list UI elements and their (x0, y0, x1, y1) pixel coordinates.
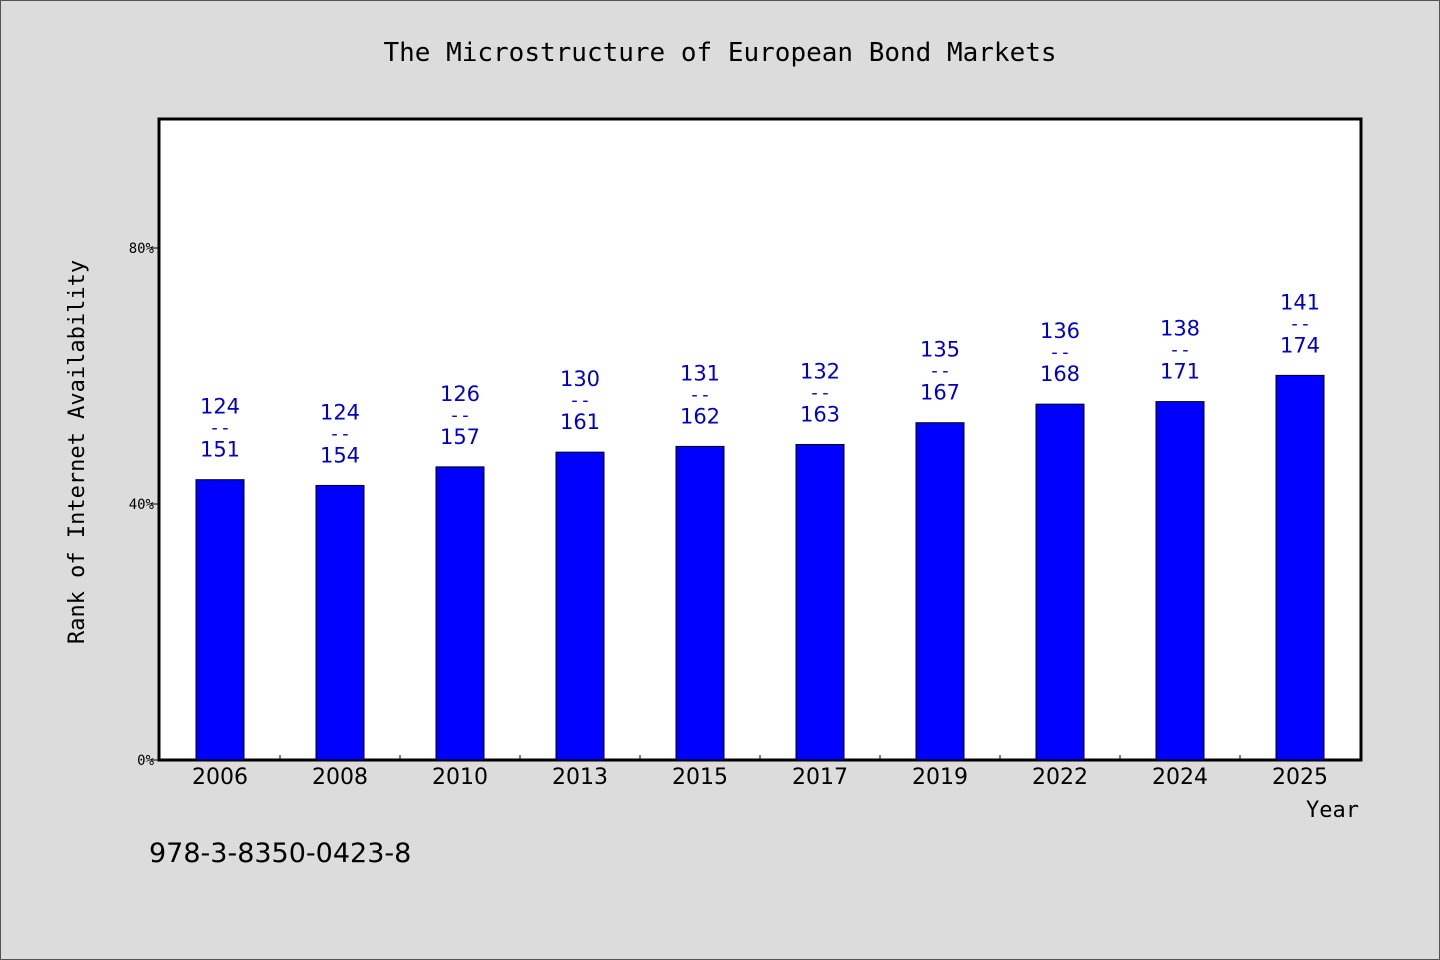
bar-label-bottom: 151 (200, 438, 240, 462)
bar-label-bottom: 163 (800, 402, 840, 426)
bar-label-top: 141 (1280, 290, 1320, 314)
x-tick-label: 2015 (672, 765, 728, 790)
bar-label-top: 126 (440, 382, 480, 406)
bar-2006 (195, 479, 245, 761)
bar-label-top: 124 (320, 400, 360, 424)
x-tick-label: 2013 (552, 765, 608, 790)
bar-2019 (915, 422, 965, 761)
bar-label-top: 138 (1160, 317, 1200, 341)
bar-2022 (1035, 403, 1085, 761)
bar-label-sep: -- (1049, 342, 1071, 363)
y-ticks-group: 0% 40% 80% (129, 241, 160, 769)
y-tick-label: 0% (137, 753, 154, 769)
bar-label-top: 136 (1040, 319, 1080, 343)
bar-2008 (315, 484, 365, 761)
bar-label-top: 132 (800, 359, 840, 383)
bar-label-bottom: 154 (320, 443, 360, 467)
bar-label-sep: -- (449, 405, 471, 426)
bar-2015 (675, 445, 725, 761)
bar-label-top: 130 (560, 367, 600, 391)
bar-label-sep: -- (689, 384, 711, 405)
x-tick-label: 2019 (912, 765, 968, 790)
bar-label-sep: -- (809, 382, 831, 403)
x-tick-label: 2025 (1272, 765, 1328, 790)
bars-group (195, 374, 1325, 761)
bar-2017 (795, 443, 845, 761)
x-tick-label: 2010 (432, 765, 488, 790)
x-tick-label: 2006 (192, 765, 248, 790)
bar-2010 (435, 466, 485, 761)
bar-label-sep: -- (569, 390, 591, 411)
x-axis-label: Year (1306, 798, 1359, 823)
bar-2024 (1155, 401, 1205, 761)
bar-label-bottom: 168 (1040, 362, 1080, 386)
x-tick-label: 2008 (312, 765, 368, 790)
bar-label-sep: -- (209, 418, 231, 439)
bar-2025 (1275, 374, 1325, 761)
bar-label-sep: -- (329, 423, 351, 444)
bar-label-bottom: 174 (1280, 333, 1320, 357)
x-ticks-group: 2006 2008 2010 2013 2015 2017 2019 2022 2024 2025 (192, 755, 1328, 790)
isbn-text: 978-3-8350-0423-8 (149, 838, 411, 869)
bar-label-sep: -- (1289, 313, 1311, 334)
y-axis-label: Rank of Internet Availability (65, 260, 90, 644)
bar-label-bottom: 167 (920, 381, 960, 405)
bar-2013 (555, 451, 605, 761)
x-tick-label: 2024 (1152, 765, 1208, 790)
bar-label-bottom: 171 (1160, 360, 1200, 384)
bar-label-bottom: 157 (440, 425, 480, 449)
x-tick-label: 2022 (1032, 765, 1088, 790)
y-tick-label: 40% (129, 497, 155, 513)
bar-label-bottom: 161 (560, 410, 600, 434)
bar-label-top: 135 (920, 338, 960, 362)
y-tick-label: 80% (129, 241, 155, 257)
x-tick-label: 2017 (792, 765, 848, 790)
bar-label-sep: -- (1169, 340, 1191, 361)
chart-title: The Microstructure of European Bond Mark… (383, 38, 1056, 68)
bar-labels-group: 124--151124--154126--157130--161131--162… (200, 290, 1320, 467)
bar-label-bottom: 162 (680, 404, 720, 428)
bar-label-top: 124 (200, 395, 240, 419)
bar-label-sep: -- (929, 361, 951, 382)
bar-label-top: 131 (680, 361, 720, 385)
